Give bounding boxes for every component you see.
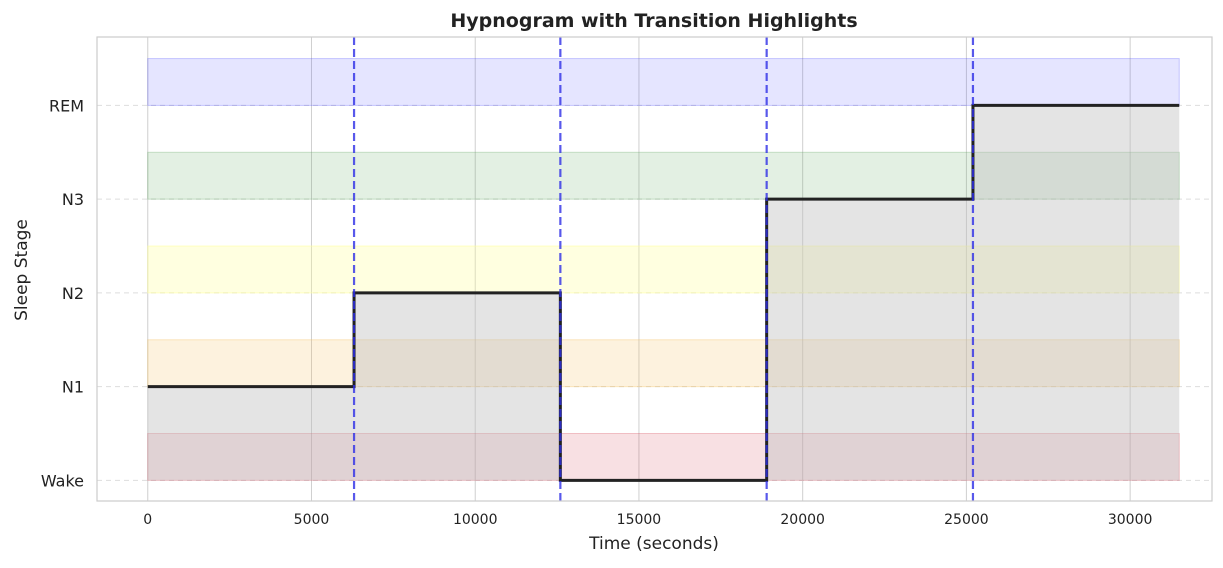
x-tick-label: 20000 [780, 512, 825, 528]
x-tick-label: 10000 [453, 512, 498, 528]
plot-frame [96, 36, 1213, 502]
plot-area [96, 36, 1213, 502]
x-tick-label: 0 [143, 512, 152, 528]
x-tick-label: 5000 [294, 512, 330, 528]
stage-band-n3 [147, 151, 1180, 200]
y-tick-label: N1 [62, 378, 84, 397]
x-axis-label: Time (seconds) [588, 534, 719, 554]
y-tick-label: REM [49, 96, 84, 115]
stage-band-rem [147, 58, 1180, 106]
y-axis-label: Sleep Stage [12, 219, 32, 321]
stage-band-n2 [147, 245, 1180, 294]
y-tick-label: Wake [41, 471, 84, 490]
plot-background [97, 37, 1212, 501]
x-tick-label: 30000 [1108, 512, 1153, 528]
stage-band-n1 [147, 339, 1180, 388]
y-tick-label: N3 [62, 190, 84, 209]
x-tick-label: 25000 [944, 512, 989, 528]
x-tick-label: 15000 [617, 512, 662, 528]
stage-band-wake [147, 433, 1180, 481]
y-tick-label: N2 [62, 284, 84, 303]
chart-title: Hypnogram with Transition Highlights [450, 10, 857, 32]
